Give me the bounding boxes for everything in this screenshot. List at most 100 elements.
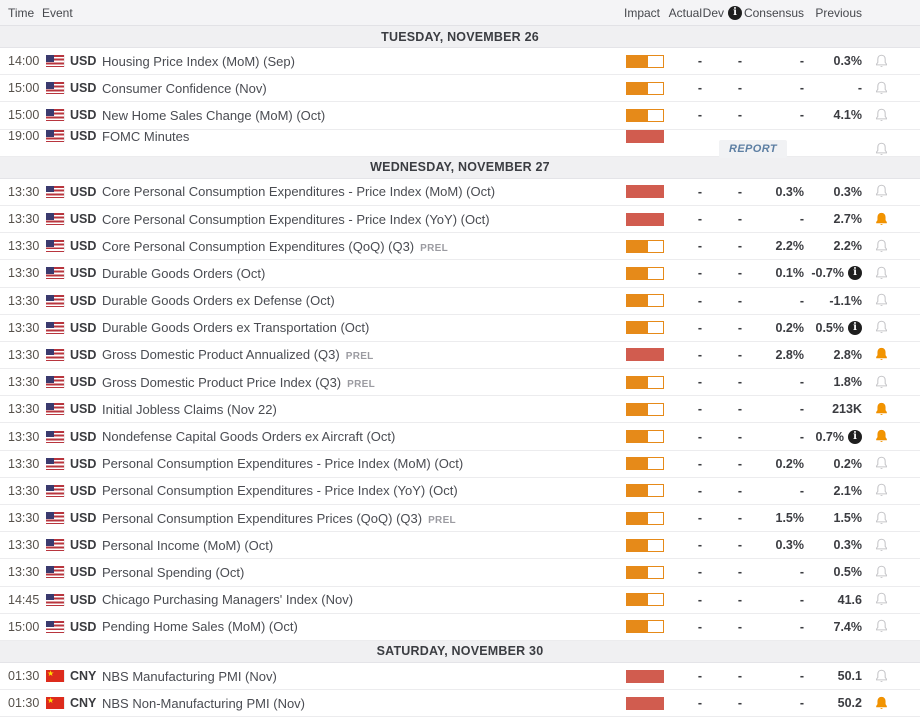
event-cell: Chicago Purchasing Managers' Index (Nov) bbox=[102, 592, 620, 607]
column-header-consensus: Consensus bbox=[743, 5, 804, 20]
impact-bar bbox=[626, 81, 664, 95]
flag-cell bbox=[46, 109, 70, 122]
impact-indicator bbox=[620, 129, 664, 143]
event-cell: Durable Goods Orders ex Defense (Oct) bbox=[102, 293, 620, 308]
event-row[interactable]: 13:30 USD Personal Consumption Expenditu… bbox=[0, 477, 920, 505]
previous-value: 0.2% bbox=[833, 456, 863, 471]
event-row[interactable]: 13:30 USD Gross Domestic Product Price I… bbox=[0, 369, 920, 397]
event-row[interactable]: 13:30 USD Core Personal Consumption Expe… bbox=[0, 205, 920, 234]
bell-icon[interactable] bbox=[873, 211, 890, 228]
bell-icon[interactable] bbox=[873, 238, 890, 255]
info-icon[interactable]: i bbox=[848, 266, 862, 281]
previous-value: - bbox=[857, 81, 862, 96]
bell-icon[interactable] bbox=[873, 510, 890, 527]
bell-icon[interactable] bbox=[873, 537, 890, 554]
event-row[interactable]: 13:30 USD Personal Consumption Expenditu… bbox=[0, 450, 920, 478]
country-flag-icon bbox=[46, 539, 64, 552]
event-row[interactable]: 13:30 USD Durable Goods Orders ex Transp… bbox=[0, 314, 920, 342]
bell-icon[interactable] bbox=[873, 107, 890, 124]
event-row[interactable]: 13:30 USD Personal Consumption Expenditu… bbox=[0, 505, 920, 533]
bell-icon[interactable] bbox=[873, 265, 890, 282]
bell-icon[interactable] bbox=[873, 319, 890, 336]
event-row[interactable]: 19:00 USD FOMC Minutes REPORT i bbox=[0, 129, 920, 159]
event-row[interactable]: 13:30 USD Core Personal Consumption Expe… bbox=[0, 178, 920, 206]
dev-value: - bbox=[737, 184, 742, 199]
bell-icon[interactable] bbox=[873, 695, 890, 712]
bell-icon[interactable] bbox=[873, 141, 890, 158]
bell-icon[interactable] bbox=[873, 455, 890, 472]
event-row[interactable]: 13:30 USD Durable Goods Orders (Oct) - -… bbox=[0, 260, 920, 288]
event-cell: Durable Goods Orders ex Transportation (… bbox=[102, 320, 620, 335]
currency-code: USD bbox=[70, 511, 97, 526]
bell-icon[interactable] bbox=[873, 564, 890, 581]
event-name: Core Personal Consumption Expenditures -… bbox=[102, 184, 496, 200]
event-row[interactable]: 01:30 CNY NBS Non-Manufacturing PMI (Nov… bbox=[0, 690, 920, 718]
impact-indicator bbox=[620, 538, 664, 552]
event-row[interactable]: 13:30 USD Gross Domestic Product Annuali… bbox=[0, 341, 920, 370]
dev-value: - bbox=[737, 696, 742, 711]
event-row[interactable]: 14:00 USD Housing Price Index (MoM) (Sep… bbox=[0, 48, 920, 76]
info-icon[interactable]: i bbox=[848, 320, 862, 335]
flag-cell bbox=[46, 185, 70, 198]
bell-icon[interactable] bbox=[873, 482, 890, 499]
impact-indicator bbox=[620, 484, 664, 498]
currency-code: CNY bbox=[70, 669, 97, 684]
event-row[interactable]: 13:30 USD Nondefense Capital Goods Order… bbox=[0, 423, 920, 451]
actual-value: - bbox=[697, 429, 702, 444]
currency-code: USD bbox=[70, 402, 97, 417]
bell-icon[interactable] bbox=[873, 183, 890, 200]
impact-indicator bbox=[620, 294, 664, 308]
event-name: NBS Manufacturing PMI (Nov) bbox=[102, 668, 277, 684]
country-flag-icon bbox=[46, 376, 64, 389]
consensus-value: - bbox=[799, 669, 804, 684]
bell-icon[interactable] bbox=[873, 80, 890, 97]
bell-icon[interactable] bbox=[873, 618, 890, 635]
flag-cell bbox=[46, 321, 70, 334]
previous-cell: 0.3% i bbox=[804, 185, 863, 199]
impact-bar bbox=[626, 511, 664, 525]
bell-cell bbox=[862, 591, 900, 608]
consensus-value: - bbox=[799, 402, 804, 417]
bell-icon[interactable] bbox=[873, 401, 890, 418]
event-cell: Personal Consumption Expenditures - Pric… bbox=[102, 456, 620, 471]
bell-icon[interactable] bbox=[873, 374, 890, 391]
event-row[interactable]: 15:00 USD Consumer Confidence (Nov) - - … bbox=[0, 75, 920, 103]
bell-cell bbox=[862, 695, 900, 712]
bell-icon[interactable] bbox=[873, 53, 890, 70]
event-row[interactable]: 13:30 USD Initial Jobless Claims (Nov 22… bbox=[0, 396, 920, 424]
impact-bar bbox=[626, 696, 664, 710]
event-row[interactable]: 15:00 USD New Home Sales Change (MoM) (O… bbox=[0, 102, 920, 130]
info-icon[interactable]: i bbox=[848, 429, 862, 444]
bell-icon[interactable] bbox=[873, 668, 890, 685]
currency-code: USD bbox=[70, 54, 97, 69]
bell-icon[interactable] bbox=[873, 292, 890, 309]
dev-info-icon[interactable]: i bbox=[728, 5, 742, 20]
bell-icon[interactable] bbox=[873, 428, 890, 445]
impact-indicator bbox=[620, 321, 664, 335]
consensus-value: 0.2% bbox=[775, 320, 805, 335]
event-name: Personal Spending (Oct) bbox=[102, 564, 245, 580]
event-row[interactable]: 15:00 USD Pending Home Sales (MoM) (Oct)… bbox=[0, 613, 920, 641]
report-link[interactable]: REPORT bbox=[718, 140, 788, 159]
event-cell: Personal Consumption Expenditures - Pric… bbox=[102, 483, 620, 498]
actual-value: - bbox=[697, 108, 702, 123]
event-row[interactable]: 01:30 CNY NBS Manufacturing PMI (Nov) - … bbox=[0, 662, 920, 691]
dev-value: - bbox=[737, 669, 742, 684]
country-flag-icon bbox=[46, 55, 64, 68]
event-name: Nondefense Capital Goods Orders ex Aircr… bbox=[102, 429, 396, 445]
event-row[interactable]: 13:30 USD Personal Income (MoM) (Oct) - … bbox=[0, 532, 920, 560]
event-cell: Core Personal Consumption Expenditures -… bbox=[102, 212, 620, 227]
event-cell: NBS Manufacturing PMI (Nov) bbox=[102, 669, 620, 684]
impact-indicator bbox=[620, 620, 664, 634]
country-flag-icon bbox=[46, 348, 64, 361]
event-row[interactable]: 13:30 USD Core Personal Consumption Expe… bbox=[0, 233, 920, 261]
event-row[interactable]: 14:45 USD Chicago Purchasing Managers' I… bbox=[0, 586, 920, 614]
bell-icon[interactable] bbox=[873, 591, 890, 608]
event-time: 13:30 bbox=[8, 375, 40, 390]
actual-value: - bbox=[697, 669, 702, 684]
prel-badge: PREL bbox=[420, 242, 449, 254]
bell-icon[interactable] bbox=[873, 346, 890, 363]
event-row[interactable]: 13:30 USD Personal Spending (Oct) - - - … bbox=[0, 559, 920, 587]
event-row[interactable]: 13:30 USD Durable Goods Orders ex Defens… bbox=[0, 287, 920, 315]
country-flag-icon bbox=[46, 593, 64, 606]
